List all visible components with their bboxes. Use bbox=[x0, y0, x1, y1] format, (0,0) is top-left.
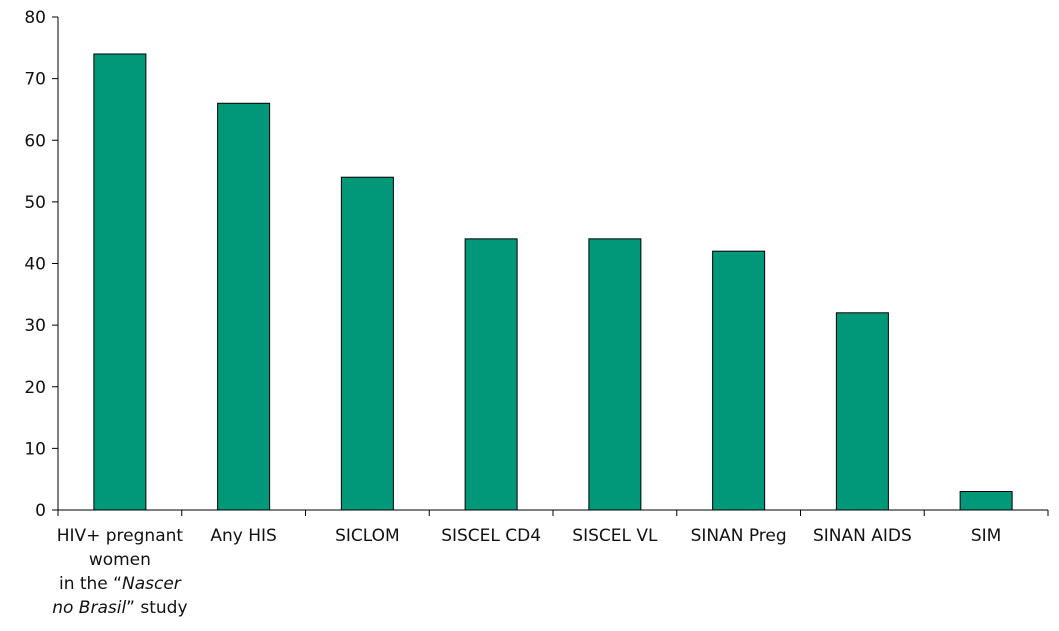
y-tick-label: 20 bbox=[24, 378, 46, 398]
y-tick-label: 80 bbox=[24, 8, 46, 28]
bar bbox=[217, 102, 271, 511]
x-category-label-segment: SINAN AIDS bbox=[813, 526, 912, 546]
bar bbox=[712, 250, 766, 511]
y-tick-label: 70 bbox=[24, 70, 46, 90]
x-category-label-segment: ” study bbox=[126, 598, 187, 618]
x-category-label: SINAN Preg bbox=[691, 526, 787, 546]
bar bbox=[464, 238, 518, 511]
bar bbox=[835, 312, 889, 511]
x-category-label-segment: SISCEL CD4 bbox=[441, 526, 541, 546]
x-category-label: Any HIS bbox=[210, 526, 276, 546]
x-category-label: SISCEL CD4 bbox=[441, 526, 541, 546]
x-category-label-segment: SIM bbox=[971, 526, 1001, 546]
x-category-label: HIV+ pregnant women in the “Nascer no Brasi… bbox=[52, 526, 187, 618]
y-tick-label: 40 bbox=[24, 255, 46, 275]
y-tick-label: 50 bbox=[24, 193, 46, 213]
x-category-label: SINAN AIDS bbox=[813, 526, 912, 546]
x-category-label-segment: no Brasil bbox=[52, 598, 126, 618]
x-category-label: SISCEL VL bbox=[572, 526, 658, 546]
y-tick-label: 30 bbox=[24, 316, 46, 336]
y-tick-label: 10 bbox=[24, 439, 46, 459]
x-category-label-segment: women bbox=[89, 550, 151, 570]
bar bbox=[588, 238, 642, 511]
y-tick-label: 0 bbox=[35, 501, 46, 521]
x-category-label: SIM bbox=[971, 526, 1001, 546]
x-category-label-segment: Nascer bbox=[122, 574, 182, 594]
x-category-label: SICLOM bbox=[335, 526, 400, 546]
x-category-label-segment: Any HIS bbox=[210, 526, 276, 546]
x-category-label-segment: SISCEL VL bbox=[572, 526, 658, 546]
x-category-label-segment: in the “ bbox=[59, 574, 122, 594]
bar bbox=[340, 176, 394, 511]
y-tick-label: 60 bbox=[24, 131, 46, 151]
bar bbox=[93, 53, 147, 511]
bar bbox=[959, 491, 1013, 511]
x-category-label-segment: HIV+ pregnant bbox=[57, 526, 184, 546]
x-category-label-segment: SICLOM bbox=[335, 526, 400, 546]
x-category-label-segment: SINAN Preg bbox=[691, 526, 787, 546]
